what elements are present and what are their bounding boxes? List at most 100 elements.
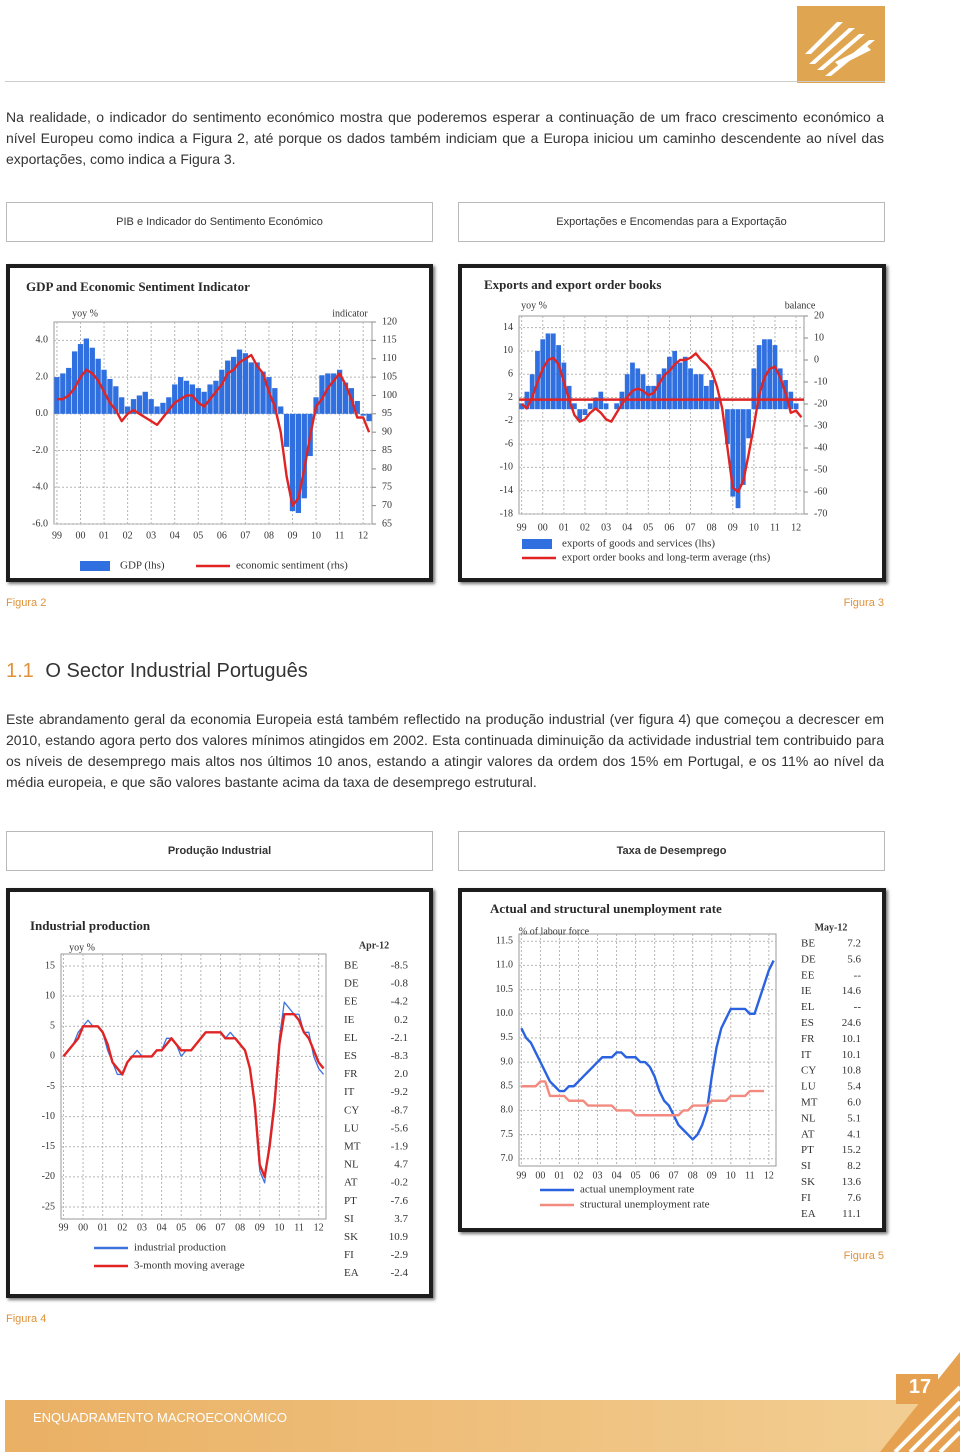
x-tick-label: 02 [123, 530, 133, 541]
table-country: CY [801, 1065, 816, 1077]
table-country: SI [344, 1213, 354, 1225]
y-tick-label: -6 [505, 438, 513, 449]
bar [60, 373, 66, 414]
bar [677, 362, 683, 410]
y2-tick-label: 115 [382, 335, 397, 346]
bar [248, 362, 254, 414]
bar [172, 384, 178, 414]
table-country: IE [344, 1014, 355, 1026]
bar [630, 362, 635, 410]
bar [301, 413, 307, 499]
bar [272, 388, 278, 414]
table-country: MT [801, 1097, 818, 1109]
body-paragraph: Este abrandamento geral da economia Euro… [6, 711, 884, 790]
table-value: 4.7 [394, 1159, 408, 1171]
y-tick-label: 9.0 [501, 1056, 514, 1067]
table-country: ES [801, 1017, 814, 1029]
table-country: EL [801, 1001, 815, 1013]
bar [519, 403, 525, 410]
table-value: 13.6 [842, 1176, 862, 1188]
bar [342, 382, 349, 414]
y-axis-label: % of labour force [519, 926, 590, 937]
y-tick-label: 4.0 [36, 335, 49, 346]
table-value: -- [854, 969, 862, 981]
section-title: O Sector Industrial Português [45, 660, 308, 682]
table-value: 5.4 [847, 1081, 861, 1093]
x-tick-label: 99 [58, 1222, 68, 1233]
table-country: DE [344, 978, 359, 990]
y2-tick-label: 90 [382, 426, 392, 437]
table-value: -9.2 [391, 1086, 408, 1098]
table-country: BE [344, 960, 358, 972]
table-value: 6.0 [847, 1097, 861, 1109]
legend-swatch [80, 561, 110, 571]
line-series [62, 1013, 325, 1179]
figure-caption: Figura 2 [6, 597, 47, 609]
x-tick-label: 05 [193, 530, 203, 541]
bar [587, 403, 593, 410]
bar [54, 377, 60, 414]
y-tick-label: 8.0 [501, 1105, 514, 1116]
table-country: EL [344, 1032, 358, 1044]
bar [260, 371, 266, 414]
bar [703, 385, 709, 410]
bar [142, 391, 148, 414]
y-tick-label: 11.5 [496, 936, 513, 947]
y2-tick-label: 0 [814, 354, 819, 365]
x-tick-label: 12 [358, 530, 368, 541]
bar [189, 384, 196, 414]
y-tick-label: -10 [42, 1111, 55, 1122]
table-value: -0.2 [391, 1177, 408, 1189]
table-value: 24.6 [842, 1017, 862, 1029]
bar [136, 395, 143, 414]
bar [278, 406, 284, 414]
table-value: -- [854, 1001, 862, 1013]
bar [593, 397, 598, 410]
y2-axis-label: balance [785, 300, 816, 311]
y-tick-label: -4.0 [32, 482, 48, 493]
x-tick-label: 03 [137, 1222, 147, 1233]
table-value: -2.1 [391, 1032, 408, 1044]
figure-caption: Figura 5 [843, 1250, 884, 1262]
bar [624, 374, 630, 410]
x-tick-label: 06 [196, 1222, 206, 1233]
x-tick-label: 00 [535, 1170, 545, 1181]
x-tick-label: 06 [650, 1170, 660, 1181]
y-tick-label: -20 [42, 1171, 55, 1182]
bar [331, 373, 337, 414]
chart-title: Actual and structural unemployment rate [490, 901, 722, 916]
chart-title: Industrial production [30, 918, 151, 933]
bar [661, 368, 667, 410]
bar [325, 373, 331, 414]
bar [242, 353, 249, 414]
x-tick-label: 04 [157, 1222, 167, 1233]
table-value: 15.2 [842, 1144, 861, 1156]
y2-tick-label: -10 [814, 376, 827, 387]
y2-tick-label: -20 [814, 398, 827, 409]
bar [572, 403, 577, 410]
bar [582, 409, 588, 415]
y-tick-label: 2 [508, 392, 513, 403]
legend-label: GDP (lhs) [120, 560, 165, 572]
y-tick-label: 0 [50, 1051, 55, 1062]
bar [283, 413, 290, 447]
bar [124, 406, 131, 414]
table-country: LU [344, 1122, 359, 1134]
x-tick-label: 07 [686, 522, 696, 533]
table-value: 8.2 [847, 1160, 861, 1172]
legend-label: 3-month moving average [134, 1260, 245, 1272]
bar [656, 374, 662, 410]
table-country: EE [344, 996, 358, 1008]
bar [336, 369, 343, 414]
table-country: AT [801, 1128, 815, 1140]
line-series [56, 353, 371, 507]
y-tick-label: -6.0 [32, 518, 48, 529]
section-number: 1.1 [6, 660, 34, 682]
bar [166, 397, 172, 414]
y-tick-label: 7.0 [501, 1153, 514, 1164]
figure-panel-title: Produção Industrial [6, 831, 433, 871]
x-tick-label: 00 [538, 522, 548, 533]
x-tick-label: 11 [294, 1222, 304, 1233]
line-series [520, 960, 775, 1141]
x-tick-label: 99 [516, 1170, 526, 1181]
